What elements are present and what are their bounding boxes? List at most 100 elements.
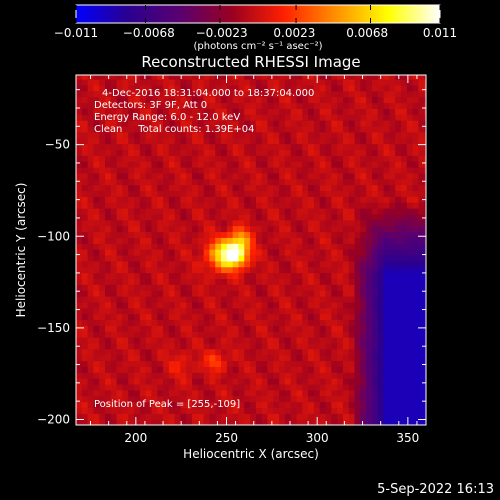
heatmap-cell bbox=[174, 219, 182, 227]
heatmap-cell bbox=[261, 131, 269, 139]
heatmap-cell bbox=[342, 307, 350, 315]
heatmap-cell bbox=[99, 131, 106, 139]
heatmap-cell bbox=[99, 360, 106, 367]
heatmap-cell bbox=[122, 354, 129, 362]
heatmap-cell bbox=[290, 342, 298, 350]
heatmap-cell bbox=[424, 143, 426, 150]
heatmap-cell bbox=[325, 378, 332, 385]
heatmap-cell bbox=[348, 90, 356, 98]
heatmap-cell bbox=[313, 102, 321, 109]
heatmap-cell bbox=[412, 401, 419, 408]
heatmap-cell bbox=[377, 79, 385, 86]
heatmap-cell bbox=[279, 354, 286, 362]
heatmap-cell bbox=[238, 202, 245, 209]
heatmap-cell bbox=[209, 319, 216, 326]
heatmap-cell bbox=[302, 301, 309, 309]
heatmap-cell bbox=[232, 301, 240, 309]
heatmap-cell bbox=[412, 301, 419, 309]
heatmap-cell bbox=[377, 290, 385, 297]
heatmap-cell bbox=[116, 196, 124, 203]
heatmap-cell bbox=[383, 266, 390, 274]
heatmap-cell bbox=[319, 172, 327, 180]
heatmap-cell bbox=[226, 325, 234, 332]
heatmap-cell bbox=[255, 102, 263, 109]
heatmap-cell bbox=[168, 372, 176, 379]
heatmap-cell bbox=[180, 155, 187, 162]
heatmap-cell bbox=[308, 254, 315, 262]
heatmap-cell bbox=[400, 219, 408, 227]
heatmap-cell bbox=[163, 96, 170, 104]
heatmap-cell bbox=[261, 143, 269, 150]
heatmap-cell bbox=[110, 178, 118, 186]
heatmap-cell bbox=[296, 366, 303, 373]
heatmap-cell bbox=[87, 307, 95, 315]
heatmap-cell bbox=[134, 90, 141, 98]
heatmap-cell bbox=[424, 166, 426, 174]
heatmap-cell bbox=[400, 143, 408, 150]
heatmap-cell bbox=[76, 395, 83, 403]
heatmap-cell bbox=[99, 313, 106, 321]
heatmap-cell bbox=[163, 149, 170, 156]
heatmap-cell bbox=[406, 243, 414, 250]
heatmap-cell bbox=[389, 360, 396, 367]
heatmap-cell bbox=[406, 96, 414, 104]
heatmap-cell bbox=[192, 166, 199, 174]
heatmap-cell bbox=[337, 75, 344, 80]
heatmap-cell bbox=[267, 372, 274, 379]
heatmap-cell bbox=[302, 378, 309, 385]
heatmap-cell bbox=[209, 313, 216, 321]
heatmap-cell bbox=[267, 307, 274, 315]
heatmap-cell bbox=[238, 266, 245, 274]
heatmap-cell bbox=[389, 325, 396, 332]
heatmap-cell bbox=[105, 301, 112, 309]
heatmap-cell bbox=[424, 266, 426, 274]
heatmap-cell bbox=[284, 383, 292, 391]
heatmap-cell bbox=[342, 284, 350, 291]
heatmap-cell bbox=[145, 360, 153, 367]
heatmap-cell bbox=[87, 125, 95, 133]
heatmap-cell bbox=[139, 378, 147, 385]
heatmap-cell bbox=[273, 266, 280, 274]
heatmap-cell bbox=[116, 401, 124, 408]
heatmap-cell bbox=[174, 266, 182, 274]
heatmap-cell bbox=[122, 378, 129, 385]
heatmap-cell bbox=[313, 84, 321, 92]
heatmap-cell bbox=[261, 266, 269, 274]
heatmap-cell bbox=[319, 155, 327, 162]
heatmap-cell bbox=[424, 378, 426, 385]
heatmap-cell bbox=[122, 389, 129, 397]
heatmap-cell bbox=[400, 102, 408, 109]
heatmap-cell bbox=[371, 143, 379, 150]
heatmap-cell bbox=[151, 290, 158, 297]
heatmap-cell bbox=[279, 96, 286, 104]
heatmap-cell bbox=[267, 131, 274, 139]
heatmap-cell bbox=[209, 389, 216, 397]
heatmap-cell bbox=[424, 243, 426, 250]
heatmap-cell bbox=[348, 219, 356, 227]
heatmap-cell bbox=[122, 231, 129, 238]
heatmap-cell bbox=[221, 389, 228, 397]
heatmap-cell bbox=[406, 366, 414, 373]
heatmap-cell bbox=[122, 120, 129, 127]
heatmap-cell bbox=[313, 161, 321, 168]
heatmap-cell bbox=[395, 348, 402, 356]
heatmap-cell bbox=[163, 114, 170, 121]
heatmap-cell bbox=[226, 290, 234, 297]
heatmap-cell bbox=[424, 254, 426, 262]
heatmap-cell bbox=[267, 79, 274, 86]
heatmap-cell bbox=[273, 395, 280, 403]
heatmap-cell bbox=[331, 395, 338, 403]
heatmap-cell bbox=[389, 301, 396, 309]
heatmap-cell bbox=[308, 161, 315, 168]
heatmap-cell bbox=[302, 149, 309, 156]
heatmap-cell bbox=[261, 202, 269, 209]
heatmap-cell bbox=[279, 366, 286, 373]
heatmap-cell bbox=[290, 383, 298, 391]
heatmap-cell bbox=[261, 90, 269, 98]
heatmap-cell bbox=[180, 114, 187, 121]
heatmap-cell bbox=[250, 202, 257, 209]
heatmap-cell bbox=[418, 131, 425, 139]
heatmap-cell bbox=[389, 342, 396, 350]
heatmap-cell bbox=[134, 290, 141, 297]
heatmap-cell bbox=[93, 84, 100, 92]
